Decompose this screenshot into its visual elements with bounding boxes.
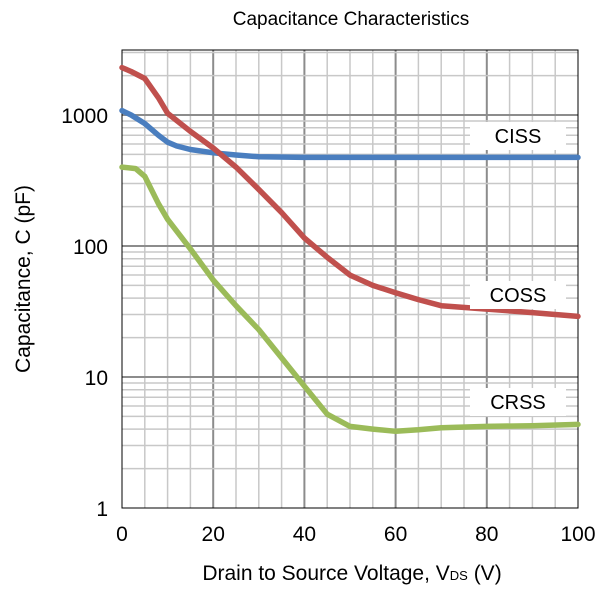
series-label-bg <box>470 122 566 150</box>
series-layer <box>119 64 581 435</box>
y-axis-label: Capacitance, C (pF) <box>12 185 35 373</box>
y-tick-label: 100 <box>73 236 108 259</box>
x-axis-label-unit: (V) <box>468 562 502 585</box>
x-tick-label: 60 <box>384 523 407 546</box>
x-tick-label: 20 <box>202 523 225 546</box>
x-tick-label: 0 <box>116 523 128 546</box>
series-line-crss <box>119 164 581 435</box>
grid <box>122 50 578 508</box>
x-tick-label: 80 <box>475 523 498 546</box>
x-axis-label-subscript: DS <box>450 568 468 583</box>
series-label-bg <box>470 281 566 309</box>
y-tick-label: 10 <box>85 367 108 390</box>
series-label-ciss: CISS <box>495 126 542 148</box>
x-tick-label: 100 <box>560 523 595 546</box>
x-axis-label: Drain to Source Voltage, VDS (V) <box>202 562 501 585</box>
series-label-coss: COSS <box>490 285 547 307</box>
chart-title: Capacitance Characteristics <box>233 9 470 30</box>
x-tick-labels: 0 20 40 60 80 100 <box>116 523 595 546</box>
series-label-crss: CRSS <box>490 392 546 414</box>
x-axis-label-main: Drain to Source Voltage, V <box>202 562 449 585</box>
plot-area-border <box>121 49 579 509</box>
series-line-coss <box>119 64 581 320</box>
y-tick-label: 1000 <box>61 105 108 128</box>
x-tick-label: 40 <box>293 523 316 546</box>
y-tick-labels: 1 10 100 1000 <box>61 105 108 521</box>
series-line-ciss <box>119 107 581 161</box>
y-tick-label: 1 <box>96 498 108 521</box>
series-label-bg <box>470 388 566 416</box>
series-label-layer: CISS COSS CRSS <box>470 122 566 416</box>
